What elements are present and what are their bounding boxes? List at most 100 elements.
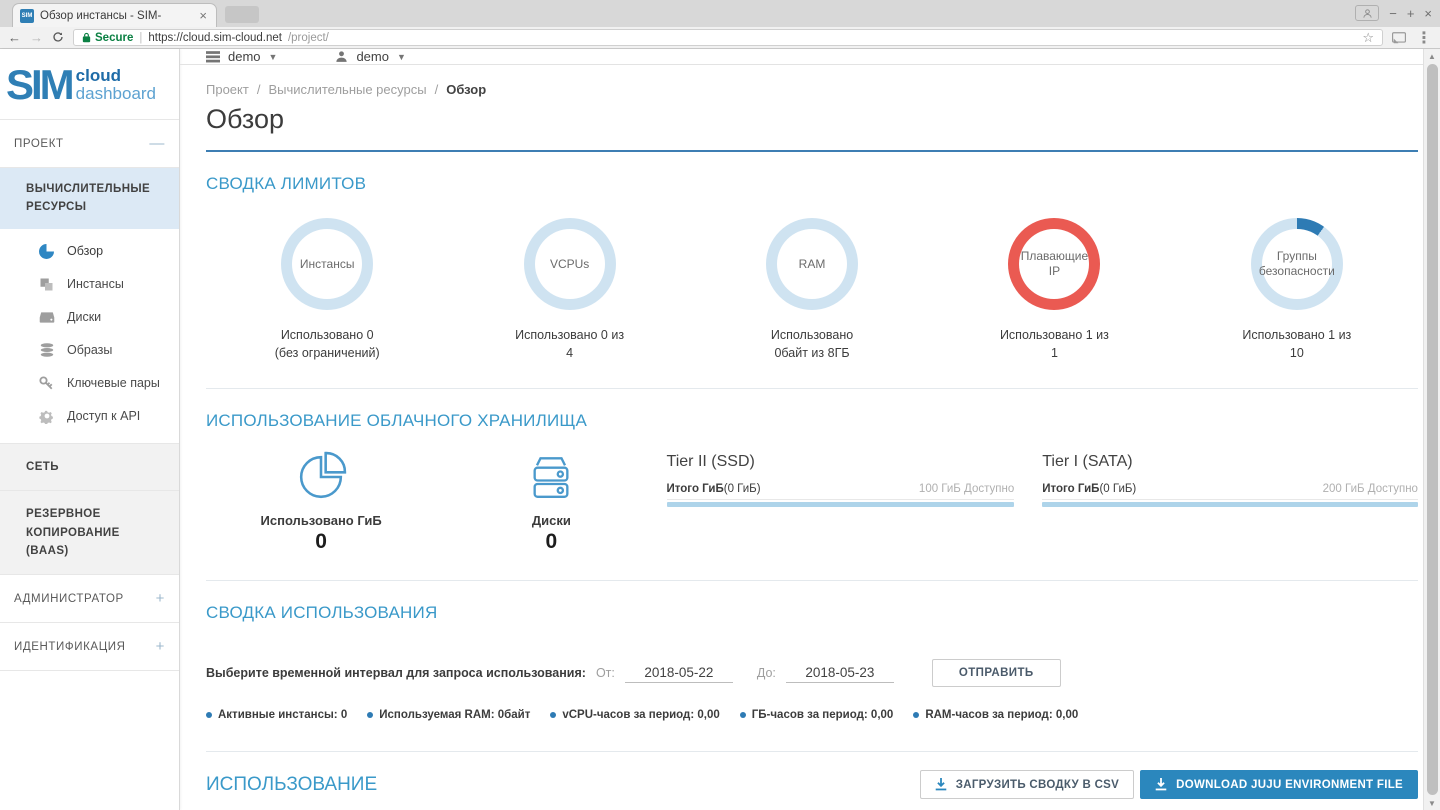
storage-used-card: Использовано ГиБ 0 [206, 449, 436, 554]
expand-icon[interactable]: + [155, 638, 165, 656]
url-separator: | [139, 31, 143, 44]
breadcrumb-project[interactable]: Проект [206, 82, 249, 97]
top-bar: demo ▼ demo ▼ [180, 49, 1440, 65]
toolbar-right: ⋮ [1392, 28, 1432, 48]
sidebar-divider [0, 670, 179, 672]
chevron-down-icon: ▼ [268, 51, 278, 62]
download-icon [935, 778, 947, 791]
reload-icon[interactable] [52, 31, 64, 45]
sidebar-item-api-access[interactable]: Доступ к API [0, 400, 179, 433]
tab-close-icon[interactable]: × [199, 8, 207, 23]
browser-profile-icon[interactable] [1355, 5, 1380, 21]
donut-chart: Инстансы [281, 218, 374, 310]
expand-icon[interactable]: + [155, 590, 165, 608]
project-switcher[interactable]: demo ▼ [206, 49, 277, 64]
user-menu[interactable]: demo ▼ [335, 49, 406, 64]
page-scrollbar[interactable]: ▲ ▼ [1423, 49, 1440, 810]
project-switcher-label: demo [228, 49, 261, 64]
sidebar-compute-items: Обзор Инстансы Диски Образы [0, 229, 179, 443]
scroll-down-icon[interactable]: ▼ [1428, 798, 1436, 808]
close-button[interactable]: × [1424, 5, 1432, 21]
images-icon [38, 342, 55, 359]
breadcrumb-current: Обзор [446, 82, 487, 97]
section-divider [206, 580, 1418, 581]
logo-dashboard-text: dashboard [75, 84, 157, 103]
user-icon [336, 51, 348, 62]
key-pair-icon [38, 375, 55, 392]
date-from-input[interactable] [624, 663, 733, 683]
submit-button[interactable]: ОТПРАВИТЬ [931, 659, 1061, 687]
sidebar-section-identity[interactable]: ИДЕНТИФИКАЦИЯ + [0, 622, 179, 670]
storage-tier-sata: Tier I (SATA) Итого ГиБ(0 ГиБ) 200 ГиБ Д… [1042, 449, 1418, 507]
maximize-button[interactable]: + [1406, 5, 1415, 21]
grid-icon [206, 50, 220, 62]
url-path: /project/ [287, 31, 329, 44]
window-controls: − + × [1355, 5, 1432, 21]
instances-icon [38, 276, 55, 293]
sim-favicon: SIM [20, 8, 34, 23]
scroll-up-icon[interactable]: ▲ [1428, 51, 1436, 61]
storage-disks-value: 0 [545, 530, 558, 553]
usage-summary-heading: СВОДКА ИСПОЛЬЗОВАНИЯ [206, 603, 438, 622]
bookmark-star-icon[interactable]: ☆ [1362, 29, 1374, 45]
volumes-icon [38, 309, 55, 326]
pie-outline-icon [300, 451, 347, 499]
scrollbar-thumb[interactable] [1426, 64, 1438, 795]
sidebar-group-compute[interactable]: ВЫЧИСЛИТЕЛЬНЫЕ РЕСУРСЫ [0, 167, 179, 229]
pie-chart-icon [38, 243, 55, 260]
new-tab-button[interactable] [225, 6, 259, 23]
section-divider [206, 388, 1418, 389]
breadcrumb-compute[interactable]: Вычислительные ресурсы [268, 82, 427, 97]
storage-disks-card: Диски 0 [436, 449, 666, 554]
address-bar[interactable]: Secure | https://cloud.sim-cloud.net/pro… [73, 29, 1383, 46]
sidebar-item-overview[interactable]: Обзор [0, 235, 179, 268]
secure-badge[interactable]: Secure [82, 32, 133, 44]
from-label: От: [595, 666, 615, 680]
page-title: Обзор [206, 104, 1418, 152]
limit-gauge-vcpus: VCPUs Использовано 0 из 4 [448, 218, 690, 362]
back-icon[interactable]: ← [8, 30, 21, 45]
limit-gauge-ram: RAM Использовано 0байт из 8ГБ [691, 218, 933, 362]
cast-icon[interactable] [1392, 31, 1406, 44]
usage-stats: Активные инстансы: 0 Используемая RAM: 0… [206, 709, 1418, 721]
sidebar-item-images[interactable]: Образы [0, 334, 179, 367]
browser-menu-icon[interactable]: ⋮ [1416, 29, 1432, 47]
sim-cloud-logo[interactable]: SIM cloud dashboard [0, 49, 179, 119]
tier-progress-bar [666, 502, 1015, 507]
limit-gauge-security-groups: Группы безопасности Использовано 1 из 10 [1176, 218, 1418, 362]
logo-cloud-text: cloud [75, 66, 122, 86]
sidebar-item-instances[interactable]: Инстансы [0, 268, 179, 301]
date-to-input[interactable] [785, 663, 894, 683]
collapse-icon[interactable]: — [149, 135, 165, 152]
api-access-gear-icon [38, 408, 55, 425]
donut-chart: RAM [766, 218, 859, 310]
usage-interval-form: Выберите временной интервал для запроса … [206, 659, 1418, 687]
tab-title: Обзор инстансы - SIM- [40, 9, 162, 22]
storage-row: Использовано ГиБ 0 Диски 0 Tier II (SSD) [206, 449, 1418, 554]
storage-used-label: Использовано ГиБ [260, 513, 382, 528]
disks-icon [533, 457, 569, 498]
storage-tier-ssd: Tier II (SSD) Итого ГиБ(0 ГиБ) 100 ГиБ Д… [666, 449, 1043, 507]
limit-gauges: Инстансы Использовано 0 (без ограничений… [206, 218, 1418, 362]
donut-chart: VCPUs [523, 218, 616, 310]
forward-icon[interactable]: → [30, 30, 43, 45]
minimize-button[interactable]: − [1389, 5, 1397, 21]
bullet-icon [913, 712, 920, 718]
breadcrumb: Проект / Вычислительные ресурсы / Обзор [206, 82, 487, 97]
sidebar-section-project[interactable]: ПРОЕКТ — [0, 119, 179, 167]
sidebar-item-key-pairs[interactable]: Ключевые пары [0, 367, 179, 400]
sidebar-group-backup[interactable]: РЕЗЕРВНОЕ КОПИРОВАНИЕ (BAAS) [0, 490, 179, 575]
sidebar-section-admin[interactable]: АДМИНИСТРАТОР + [0, 574, 179, 622]
sidebar: SIM cloud dashboard ПРОЕКТ — ВЫЧИСЛИТЕЛЬ… [0, 49, 180, 810]
browser-tab[interactable]: SIM Обзор инстансы - SIM- × [12, 3, 217, 27]
sidebar-group-network[interactable]: СЕТЬ [0, 442, 179, 491]
interval-prompt: Выберите временной интервал для запроса … [206, 666, 586, 680]
limit-gauge-instances: Инстансы Использовано 0 (без ограничений… [206, 218, 448, 362]
chevron-down-icon: ▼ [396, 51, 406, 62]
download-juju-button[interactable]: DOWNLOAD JUJU ENVIRONMENT FILE [1140, 770, 1418, 799]
browser-chrome: SIM Обзор инстансы - SIM- × − + × ← → Se… [0, 0, 1440, 49]
download-csv-button[interactable]: ЗАГРУЗИТЬ СВОДКУ В CSV [919, 770, 1135, 799]
to-label: До: [756, 666, 776, 680]
sidebar-item-volumes[interactable]: Диски [0, 301, 179, 334]
storage-disks-label: Диски [531, 513, 571, 528]
